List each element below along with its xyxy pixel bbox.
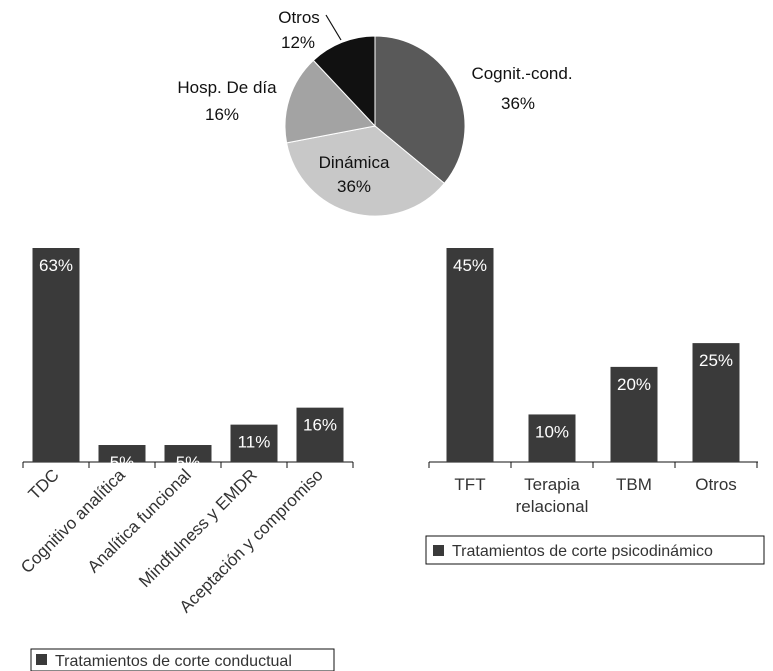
pie-slice-otros bbox=[312, 35, 376, 128]
legend-label-psicodinamico: Tratamientos de corte psicodinámico bbox=[452, 543, 713, 560]
legend-box bbox=[30, 648, 335, 671]
bar-chart-psicodinamico: 45% TFT 10% Terapia relacional 20% TBM 25% Otros bbox=[428, 248, 758, 516]
bar-terapia-relacional bbox=[528, 414, 576, 462]
bar-otros bbox=[692, 343, 740, 462]
bar-tbm bbox=[610, 366, 658, 462]
bar-mindfulness-y-emdr bbox=[230, 424, 278, 462]
tick-label-otros: Otros bbox=[695, 475, 737, 494]
otros-leader-line bbox=[325, 14, 342, 41]
pie-slice-hosp-de-dia bbox=[284, 59, 376, 144]
legend-swatch bbox=[36, 654, 47, 665]
tick-label-tbm: TBM bbox=[616, 475, 652, 494]
pie-value-hosp-de-dia: 16% bbox=[205, 105, 239, 124]
tick-label-terapia-relacional: Terapia relacional bbox=[516, 475, 589, 516]
bar-tft bbox=[446, 248, 494, 462]
pie-label-dinamica: Dinámica bbox=[319, 153, 390, 172]
data-label-tdc: 63% bbox=[39, 256, 73, 275]
pie-slices bbox=[284, 35, 466, 217]
legend-conductual: Tratamientos de corte conductual bbox=[30, 648, 335, 671]
data-label-tft: 45% bbox=[453, 256, 487, 275]
pie-value-cognit-cond: 36% bbox=[501, 94, 535, 113]
legend-swatch bbox=[433, 545, 444, 556]
data-label-mindfulness-y-emdr: 11% bbox=[238, 433, 271, 452]
tick-label-mindfulness-y-emdr: Mindfulness y EMDR bbox=[135, 465, 261, 591]
legend-psicodinamico: Tratamientos de corte psicodinámico bbox=[425, 535, 765, 565]
legend-box bbox=[425, 535, 765, 565]
data-label-otros: 25% bbox=[699, 351, 733, 370]
data-label-analitica-funcional: 5% bbox=[176, 453, 201, 472]
pie-slice-cognit-cond bbox=[374, 35, 466, 185]
pie-label-cognit-cond: Cognit.-cond. bbox=[471, 64, 572, 83]
data-label-cognitivo-analitica: 5% bbox=[110, 453, 135, 472]
pie-chart: Cognit.-cond. 36% Dinámica 36% Hosp. De … bbox=[177, 8, 573, 217]
legend-label-conductual: Tratamientos de corte conductual bbox=[55, 653, 292, 670]
bar-analitica-funcional bbox=[164, 445, 212, 462]
pie-label-otros: Otros bbox=[278, 8, 320, 27]
bar-cognitivo-analitica bbox=[98, 445, 146, 462]
data-label-aceptacion-y-compromiso: 16% bbox=[303, 416, 337, 435]
bar-aceptacion-y-compromiso bbox=[296, 407, 344, 462]
tick-label-tdc: TDC bbox=[25, 465, 63, 503]
tick-label-tft: TFT bbox=[454, 475, 485, 494]
pie-value-otros: 12% bbox=[281, 33, 315, 52]
pie-value-dinamica: 36% bbox=[337, 177, 371, 196]
data-label-tbm: 20% bbox=[617, 375, 651, 394]
data-label-terapia-relacional: 10% bbox=[535, 422, 569, 441]
bar-tdc bbox=[32, 248, 80, 462]
pie-label-hosp-de-dia: Hosp. De día bbox=[177, 78, 277, 97]
pie-slice-dinamica bbox=[286, 125, 446, 217]
